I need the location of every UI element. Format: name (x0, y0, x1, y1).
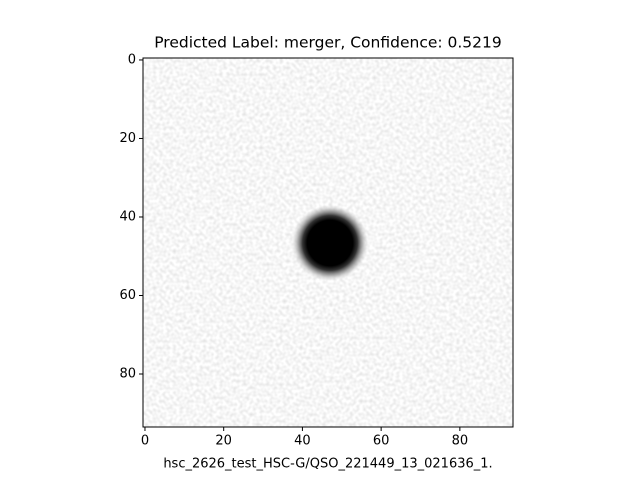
x-tick-label: 0 (141, 434, 149, 449)
x-tick-label: 80 (452, 434, 469, 449)
x-tick-label: 40 (294, 434, 311, 449)
y-tick-label: 40 (119, 209, 136, 224)
y-tick-label: 60 (119, 288, 136, 303)
y-tick-label: 0 (128, 52, 136, 67)
y-tick-label: 80 (119, 367, 136, 382)
axes-frame (142, 57, 514, 428)
image (143, 58, 513, 427)
x-tick-label: 60 (373, 434, 390, 449)
y-tick-label: 20 (119, 131, 136, 146)
x-axis-label: hsc_2626_test_HSC-G/QSO_221449_13_021636… (163, 457, 492, 472)
x-tick-label: 20 (215, 434, 232, 449)
chart-title: Predicted Label: merger, Confidence: 0.5… (154, 34, 502, 52)
source-blob (292, 205, 368, 281)
